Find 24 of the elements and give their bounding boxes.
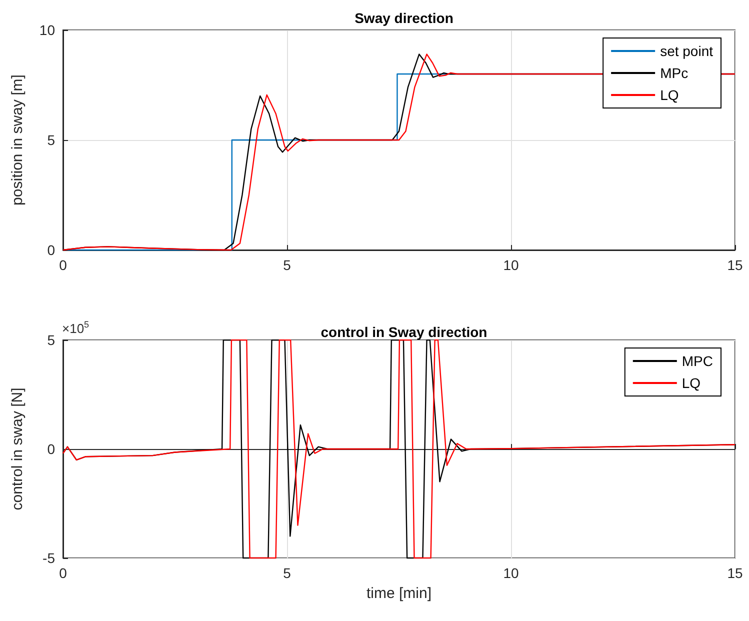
y-axis-title: position in sway [m] [9, 74, 26, 206]
x-tick-label: 15 [727, 565, 743, 581]
y-tick-label: -5 [42, 550, 56, 566]
y-tick-label: 0 [47, 441, 56, 457]
x-tick-label: 15 [727, 257, 743, 273]
legend-label: MPC [682, 353, 714, 369]
y-tick-label: 10 [39, 22, 56, 38]
y-axis-title: control in sway [N] [9, 388, 26, 510]
y-tick-label: 0 [47, 242, 56, 258]
x-tick-label: 0 [59, 565, 68, 581]
legend-label: LQ [660, 87, 679, 103]
x-tick-label: 10 [503, 565, 519, 581]
x-axis-title: time [min] [366, 585, 432, 602]
x-tick-label: 5 [283, 565, 292, 581]
legend-label: MPc [660, 65, 688, 81]
x-tick-label: 10 [503, 257, 519, 273]
y-tick-label: 5 [47, 132, 56, 148]
y-tick-label: 5 [47, 332, 56, 348]
legend-label: set point [660, 43, 714, 59]
x-tick-label: 5 [283, 257, 292, 273]
legend-label: LQ [682, 375, 701, 391]
chart-title: Sway direction [354, 10, 454, 26]
x-tick-label: 0 [59, 257, 68, 273]
chart-title: control in Sway direction [320, 324, 488, 340]
